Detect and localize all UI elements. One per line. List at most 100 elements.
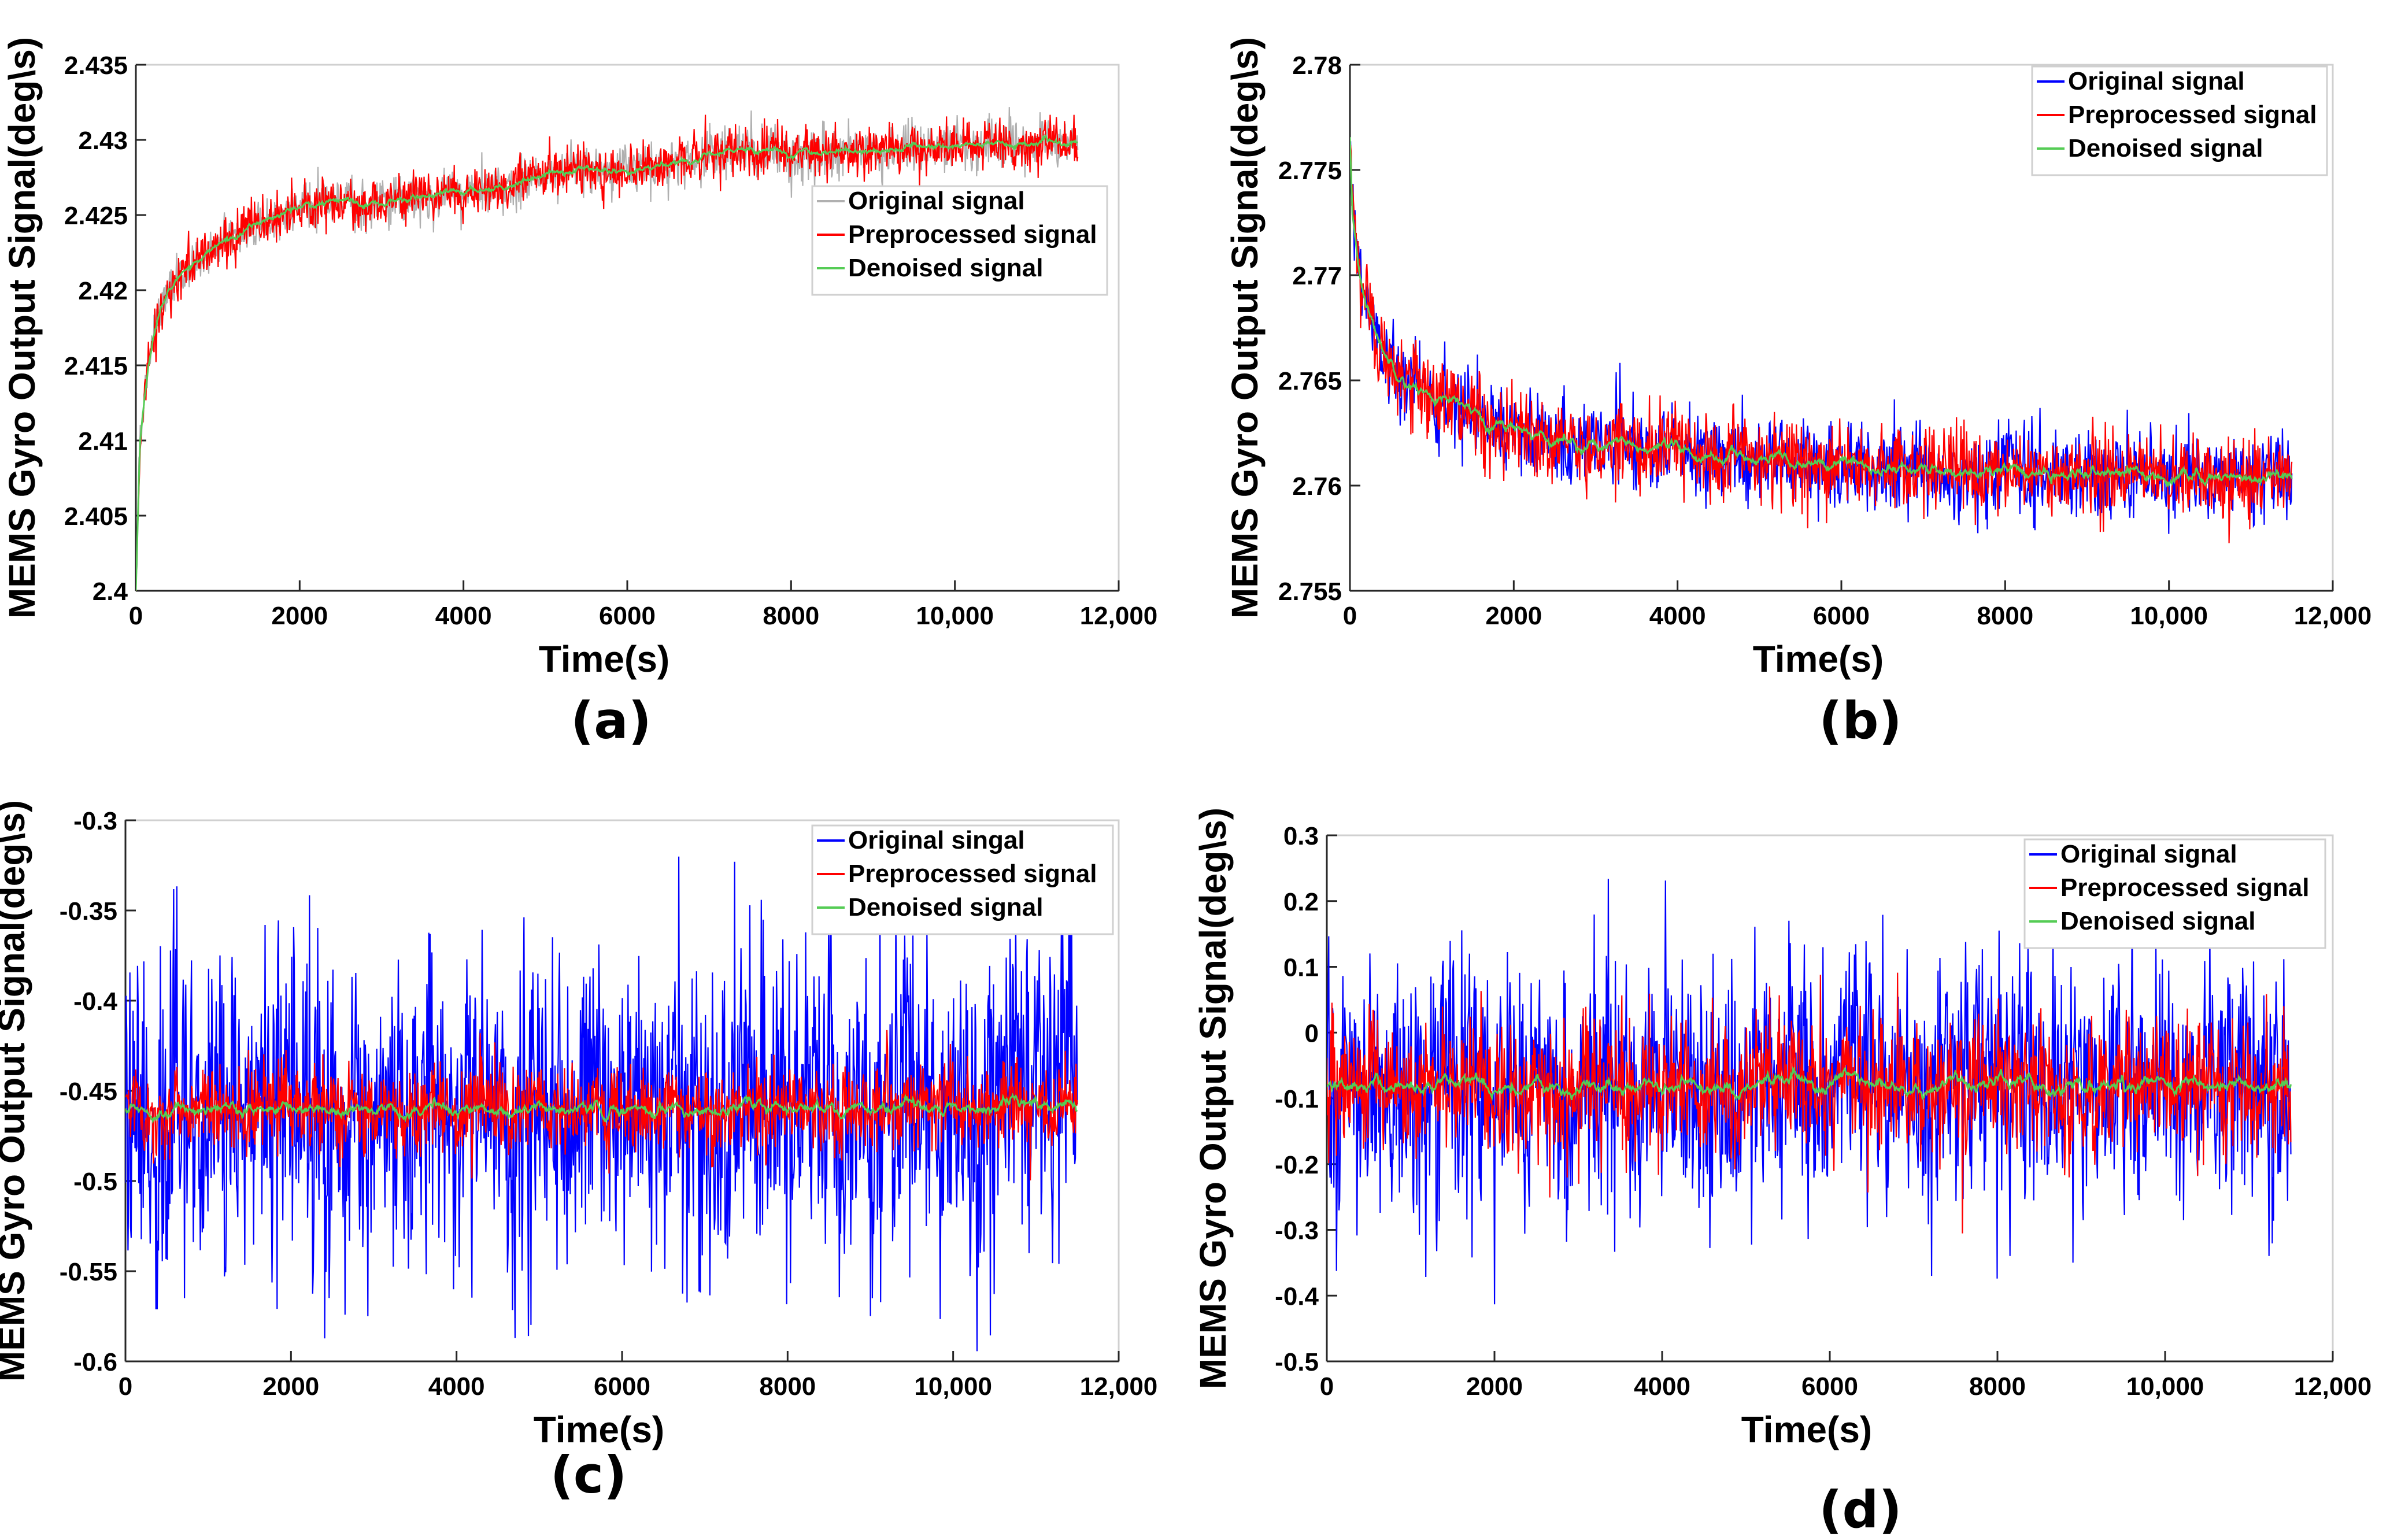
x-tick-label: 0 [1320,1372,1334,1401]
x-tick-label: 2000 [262,1372,319,1401]
y-tick-label: -0.5 [73,1168,117,1196]
y-tick-label: 2.43 [78,127,128,155]
legend-entry: Denoised signal [848,893,1043,921]
x-tick-label: 12,000 [1080,1372,1158,1401]
y-tick-label: -0.3 [73,807,117,835]
legend-entry: Denoised signal [848,254,1043,282]
y-tick-label: 0.3 [1283,822,1319,850]
x-tick-label: 12,000 [1080,602,1158,630]
series-line-preprocessed-signal [1350,145,2293,543]
legend-entry: Preprocessed signal [2068,101,2317,129]
x-axis-label: Time(s) [1741,1409,1872,1450]
legend-box [811,185,1108,296]
panel-label-b: (b) [1819,691,1902,750]
chart-d: 0 2000 4000 6000 8000 10,000 12,000 -0.5 -0.4 -0.… [1192,808,2371,1450]
y-tick-label: 0 [1305,1019,1319,1047]
panel-label-d: (d) [1819,1480,1902,1539]
x-axis-label: Time(s) [539,638,669,680]
x-tick-label: 8000 [1969,1372,2026,1401]
x-tick-label: 6000 [599,602,656,630]
series-line-original-singal [125,856,1078,1352]
series-line-denoised-signal [1350,137,2293,488]
y-tick-label: 2.41 [78,427,128,456]
x-tick-label: 10,000 [916,602,994,630]
x-tick-label: 12,000 [2294,602,2372,630]
x-tick-label: 10,000 [2126,1372,2204,1401]
y-tick-label: -0.55 [60,1258,117,1286]
x-tick-label: 10,000 [2130,602,2208,630]
y-tick-label: 2.425 [64,202,128,230]
legend-entry: Original signal [2068,67,2245,95]
x-tick-label: 4000 [1634,1372,1690,1401]
x-tick-label: 6000 [1801,1372,1858,1401]
y-tick-label: -0.5 [1275,1348,1319,1376]
x-tick-label: 4000 [1649,602,1706,630]
x-tick-label: 4000 [428,1372,485,1401]
y-tick-label: 0.2 [1283,888,1319,916]
legend-entry: Denoised signal [2068,134,2263,162]
y-tick-label: -0.2 [1275,1151,1319,1179]
legend-entry: Original signal [2060,840,2237,868]
y-axis-label: MEMS Gyro Output Signal(deg\s) [0,800,32,1382]
legend-entry: Preprocessed signal [848,860,1097,888]
y-tick-label: 2.435 [64,51,128,80]
y-tick-label: -0.1 [1275,1085,1319,1113]
y-tick-label: 2.775 [1278,157,1342,185]
series-line-preprocessed-signal [125,1030,1078,1180]
panel-label-a: (a) [571,691,652,750]
y-tick-label: -0.4 [1275,1282,1319,1311]
series-line-preprocessed-signal [1327,972,2292,1234]
x-tick-label: 8000 [1977,602,2033,630]
x-tick-label: 6000 [594,1372,650,1401]
legend-box [2031,65,2328,176]
legend-entry: Original singal [848,826,1025,854]
y-tick-label: 0.1 [1283,954,1319,982]
series-line-denoised-signal [125,1093,1078,1124]
chart-a: 0 2000 4000 6000 8000 10,000 12,000 2.4 2.405 2.4… [1,37,1157,680]
y-tick-label: 2.4 [93,578,128,606]
y-tick-label: 2.405 [64,502,128,531]
x-tick-label: 0 [119,1372,132,1401]
series-line-preprocessed-signal [136,114,1079,591]
y-tick-label: -0.4 [73,987,117,1016]
x-tick-label: 0 [129,602,143,630]
legend-box [2023,838,2326,949]
y-axis-label: MEMS Gyro Output Signal(deg\s) [1224,37,1266,619]
y-tick-label: -0.3 [1275,1217,1319,1245]
y-tick-label: 2.77 [1292,262,1342,290]
y-axis-label: MEMS Gyro Output Signal(deg\s) [1192,808,1234,1389]
y-tick-label: 2.78 [1292,51,1342,80]
legend-entry: Preprocessed signal [848,220,1097,249]
x-tick-label: 12,000 [2294,1372,2372,1401]
panel-label-c: (c) [550,1445,627,1505]
y-tick-label: -0.45 [60,1078,117,1106]
x-tick-label: 2000 [1466,1372,1523,1401]
x-tick-label: 0 [1343,602,1357,630]
chart-b: 0 2000 4000 6000 8000 10,000 12,000 2.755 2.76 2.… [1224,37,2371,680]
x-tick-label: 2000 [1485,602,1542,630]
y-tick-label: 2.755 [1278,578,1342,606]
legend-box [811,824,1114,935]
x-tick-label: 2000 [271,602,328,630]
x-tick-label: 8000 [763,602,819,630]
y-tick-label: 2.415 [64,352,128,380]
y-tick-label: 2.42 [78,277,128,305]
x-tick-label: 10,000 [914,1372,992,1401]
series-line-denoised-signal [1327,1066,2292,1101]
y-tick-label: 2.765 [1278,367,1342,395]
legend-entry: Denoised signal [2060,907,2255,935]
x-axis-label: Time(s) [1753,638,1884,680]
x-axis-label: Time(s) [534,1409,664,1450]
x-tick-label: 6000 [1813,602,1870,630]
y-tick-label: -0.6 [73,1348,117,1376]
x-tick-label: 8000 [759,1372,816,1401]
series-line-denoised-signal [136,134,1078,591]
y-tick-label: 2.76 [1292,472,1342,501]
legend-entry: Original signal [848,187,1025,215]
x-tick-label: 4000 [435,602,492,630]
chart-c: 0 2000 4000 6000 8000 10,000 12,000 -0.6 -0.55 -0… [0,800,1157,1450]
y-tick-label: -0.35 [60,897,117,926]
y-axis-label: MEMS Gyro Output Signal(deg\s) [1,37,43,619]
legend-entry: Preprocessed signal [2060,873,2309,902]
